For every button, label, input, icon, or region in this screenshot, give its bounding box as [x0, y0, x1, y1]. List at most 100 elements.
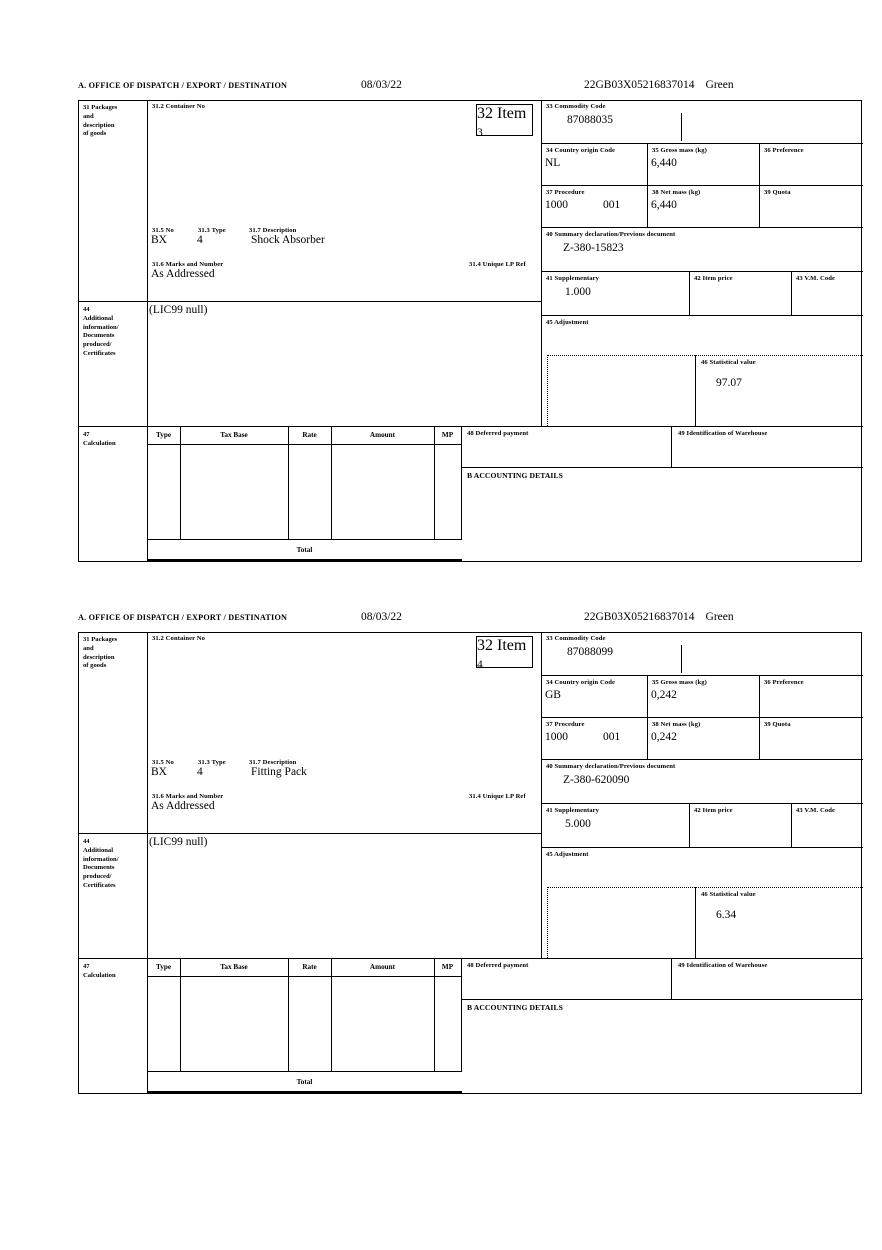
rule-41-bottom — [541, 847, 863, 849]
box48-label: 48 Deferred payment — [467, 429, 529, 437]
rule-48-bottom — [461, 467, 863, 469]
box31-goods-row: 31.5 No 31.3 Type 31.7 Description BX 4 … — [149, 757, 569, 787]
calc-header-rate: Rate — [302, 963, 317, 971]
box31-marks-row: 31.6 Marks and Number 31.4 Unique LP Ref… — [149, 791, 609, 823]
box34-value[interactable]: NL — [545, 157, 561, 169]
rule-40-bottom — [541, 803, 863, 805]
calc-top-rule — [147, 958, 462, 960]
box33-label: 33 Commodity Code — [546, 634, 606, 642]
box44-value[interactable]: (LIC99 null) — [149, 836, 208, 848]
box37-value-2[interactable]: 001 — [603, 199, 621, 211]
box35-value[interactable]: 6,440 — [651, 157, 677, 169]
box38-value[interactable]: 6,440 — [651, 199, 677, 211]
box31-6-label: 31.6 Marks and Number — [152, 792, 224, 800]
box31-5-value[interactable]: BX — [151, 234, 167, 246]
box34-value[interactable]: GB — [545, 689, 561, 701]
box41-value[interactable]: 5.000 — [565, 818, 591, 830]
box31-3-value[interactable]: 4 — [197, 766, 203, 778]
box41-supplementary: 41 Supplementary 5.000 — [543, 805, 689, 847]
box36-preference: 36 Preference — [761, 145, 863, 185]
box47-caption: 47 Calculation — [83, 963, 116, 979]
box34-country-origin: 34 Country origin Code NL — [543, 145, 649, 185]
calc-header-mp: MP — [441, 431, 454, 439]
box36-label: 36 Preference — [764, 678, 804, 686]
box32-value[interactable]: 3 — [477, 127, 483, 139]
calc-col-amount-right — [434, 958, 436, 1071]
box34-label: 34 Country origin Code — [546, 146, 616, 154]
box47-table: Type Tax Base Rate Amount MP Total — [147, 426, 463, 561]
box32-label: 32 Item — [477, 637, 527, 654]
box31-caption: 31 Packages and description of goods — [83, 104, 118, 138]
box31-7-value[interactable]: Shock Absorber — [251, 234, 325, 246]
box43-label: 43 V.M. Code — [796, 274, 836, 282]
box33-value[interactable]: 87088035 — [567, 114, 613, 126]
rule-31-bottom — [79, 833, 541, 835]
box31-5-value[interactable]: BX — [151, 766, 167, 778]
box31-3-label: 31.3 Type — [198, 758, 226, 766]
box31-3-label: 31.3 Type — [198, 226, 226, 234]
mrn-and-route: 22GB03X05216837014 Green — [584, 79, 734, 91]
box40-value[interactable]: Z-380-15823 — [563, 242, 624, 254]
box45-label: 45 Adjustment — [546, 318, 589, 326]
box42-label: 42 Item price — [694, 274, 733, 282]
calc-header-type: Type — [155, 431, 172, 439]
calc-header-amount: Amount — [369, 431, 396, 439]
box38-value[interactable]: 0,242 — [651, 731, 677, 743]
box37-procedure: 37 Procedure 1000 001 — [543, 187, 649, 227]
box48-deferred-payment: 48 Deferred payment — [464, 428, 664, 464]
calc-header-rule — [147, 444, 462, 446]
box32-item: 32 Item 3 — [476, 104, 533, 139]
office-of-dispatch-label: A. OFFICE OF DISPATCH / EXPORT / DESTINA… — [78, 81, 288, 90]
divider-right-column — [541, 633, 543, 958]
box35-value[interactable]: 0,242 — [651, 689, 677, 701]
box38-net-mass: 38 Net mass (kg) 6,440 — [649, 187, 759, 227]
box41-supplementary: 41 Supplementary 1.000 — [543, 273, 689, 315]
box31-6-value[interactable]: As Addressed — [151, 268, 215, 280]
rule-48-bottom — [461, 999, 863, 1001]
divider-46-left — [695, 887, 697, 958]
calc-col-type-right — [180, 958, 182, 1071]
box31-caption: 31 Packages and description of goods — [83, 636, 118, 670]
divider-caption-44 — [147, 301, 149, 426]
box44-value[interactable]: (LIC99 null) — [149, 304, 208, 316]
box41-value[interactable]: 1.000 — [565, 286, 591, 298]
box31-2-label: 31.2 Container No — [152, 102, 206, 110]
rule-33-bottom — [541, 143, 863, 145]
box31-6-label: 31.6 Marks and Number — [152, 260, 224, 268]
box32-value[interactable]: 4 — [477, 659, 483, 671]
box31-3-value[interactable]: 4 — [197, 234, 203, 246]
form-header: A. OFFICE OF DISPATCH / EXPORT / DESTINA… — [78, 611, 862, 633]
box46-value[interactable]: 6.34 — [716, 909, 737, 921]
divider-caption-31 — [147, 101, 149, 301]
divider-42-43 — [791, 271, 793, 315]
box33-inner-divider — [681, 645, 683, 673]
calc-col-amount-right — [434, 426, 436, 539]
box37-value-2[interactable]: 001 — [603, 731, 621, 743]
divider-B-left — [461, 999, 463, 1069]
box37-procedure: 37 Procedure 1000 001 — [543, 719, 649, 759]
calc-col-taxbase-right — [288, 958, 290, 1071]
box46-value[interactable]: 97.07 — [716, 377, 742, 389]
calc-total-label: Total — [296, 1078, 313, 1086]
box40-value[interactable]: Z-380-620090 — [563, 774, 630, 786]
box34-label: 34 Country origin Code — [546, 678, 616, 686]
box31-7-value[interactable]: Fitting Pack — [251, 766, 307, 778]
box31-6-value[interactable]: As Addressed — [151, 800, 215, 812]
calc-header-amount: Amount — [369, 963, 396, 971]
box49-identification-of-warehouse: 49 Identification of Warehouse — [675, 428, 863, 464]
declaration-date: 08/03/22 — [361, 79, 402, 91]
box33-value[interactable]: 87088099 — [567, 646, 613, 658]
box40-label: 40 Summary declaration/Previous document — [546, 230, 676, 238]
box36-preference: 36 Preference — [761, 677, 863, 717]
mrn-value: 22GB03X05216837014 — [584, 79, 695, 91]
calc-border-left — [147, 426, 149, 561]
box37-value[interactable]: 1000 — [545, 731, 568, 743]
box37-value[interactable]: 1000 — [545, 199, 568, 211]
divider-caption-44 — [147, 833, 149, 958]
calc-bottom-rule — [147, 559, 462, 561]
divider-right-column — [541, 101, 543, 426]
divider-41-42 — [689, 271, 691, 315]
divider-48-49 — [671, 426, 673, 467]
dotted-rule-45-left — [547, 887, 548, 958]
calc-col-taxbase-right — [288, 426, 290, 539]
